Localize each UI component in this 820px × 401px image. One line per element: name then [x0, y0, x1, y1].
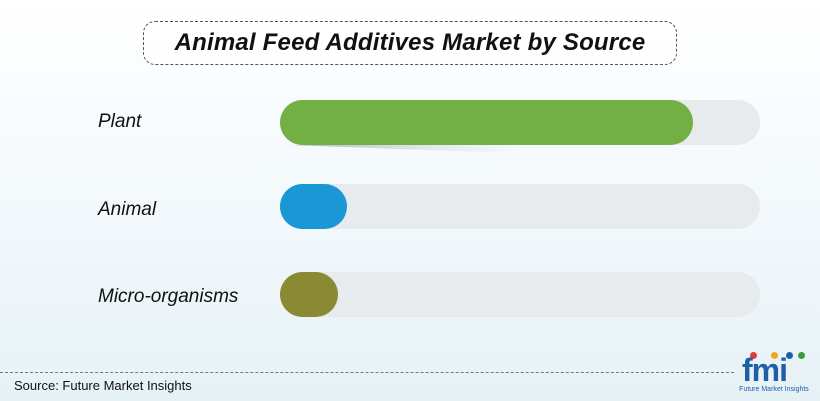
- logo-subtitle: Future Market Insights: [739, 386, 809, 393]
- category-label-animal: Animal: [98, 199, 157, 220]
- bar-plant: [280, 100, 693, 145]
- logo-dot-icon: [786, 352, 793, 359]
- logo-dot-icon: [798, 352, 805, 359]
- bar-animal: [280, 184, 347, 229]
- bar-micro-organisms: [280, 272, 338, 317]
- bar-track-plant: [280, 100, 760, 145]
- chart-title: Animal Feed Additives Market by Source: [174, 29, 646, 56]
- logo-dot-icon: [750, 352, 757, 359]
- category-label-micro-organisms: Micro-organisms: [98, 286, 239, 307]
- chart-title-box: Animal Feed Additives Market by Source: [143, 21, 677, 65]
- fmi-logo: fmi Future Market Insights: [736, 352, 812, 398]
- source-note: Source: Future Market Insights: [14, 378, 192, 393]
- source-divider: [0, 372, 734, 373]
- category-label-plant: Plant: [98, 111, 142, 132]
- logo-text: fmi: [742, 352, 788, 388]
- bar-track-animal: [280, 184, 760, 229]
- bar-shadow: [290, 145, 520, 154]
- bar-track-micro-organisms: [280, 272, 760, 317]
- logo-dot-icon: [771, 352, 778, 359]
